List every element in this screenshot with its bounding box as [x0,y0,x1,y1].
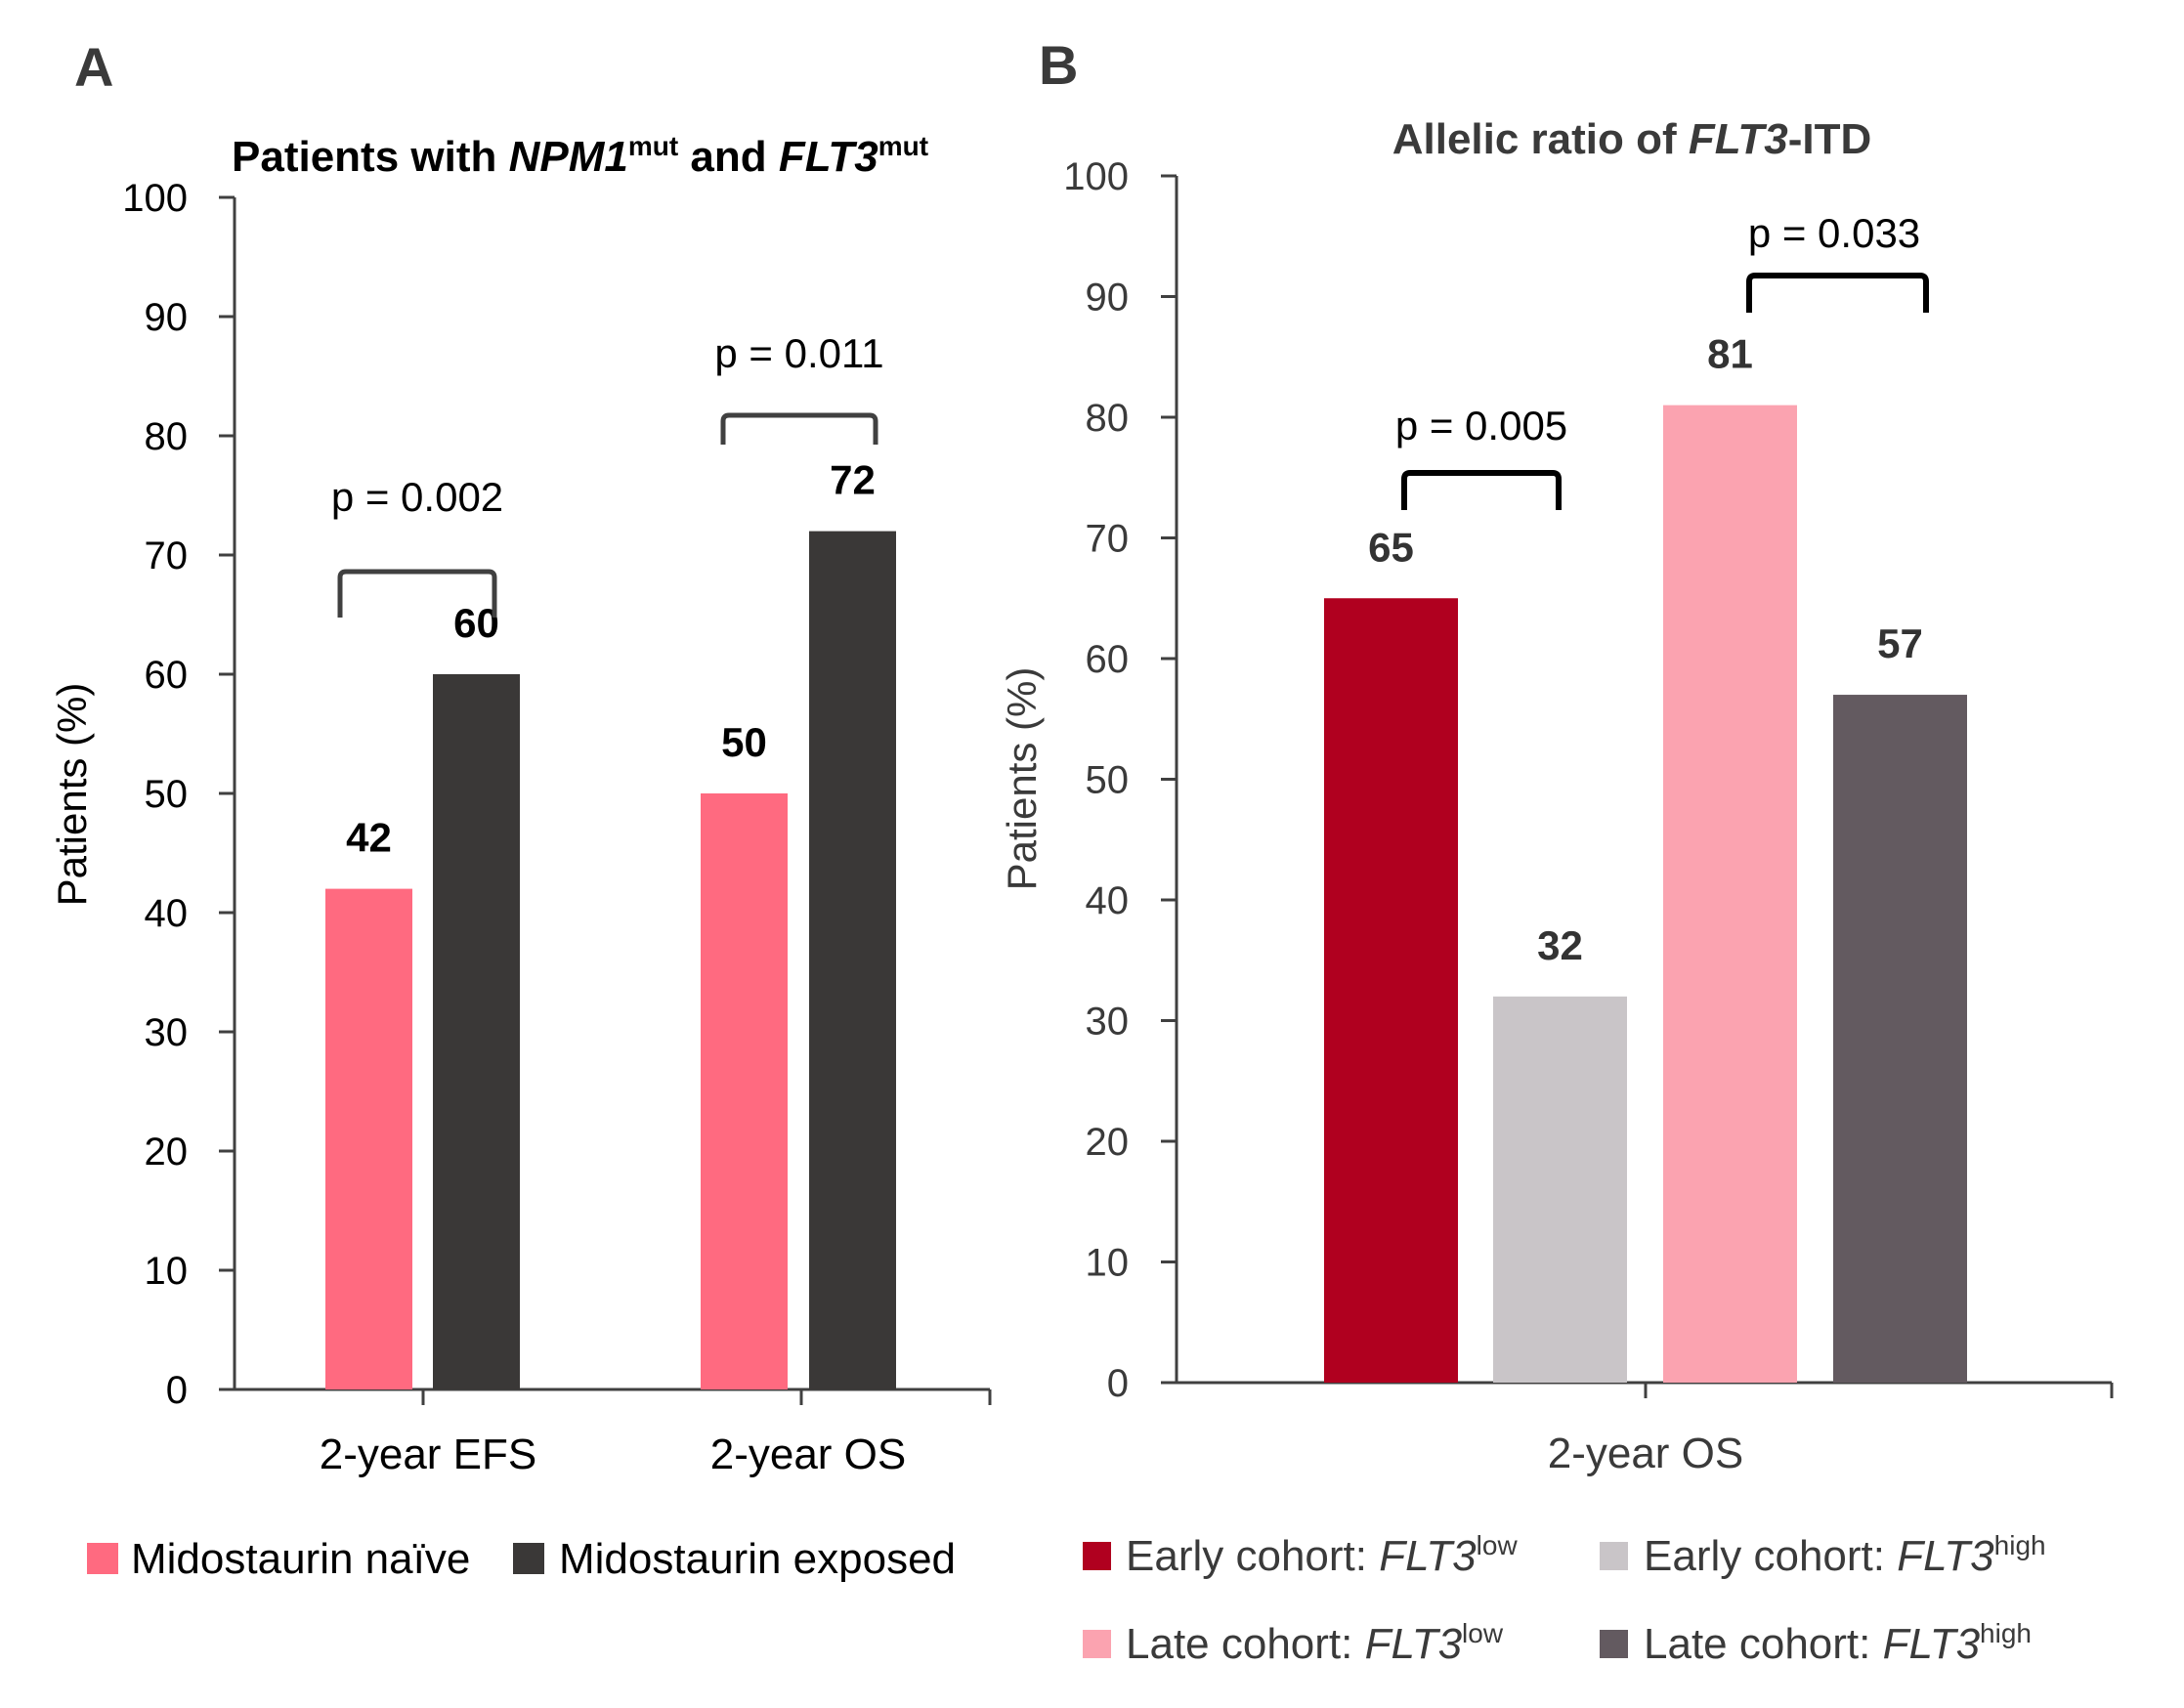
chart-title-part: and [678,133,779,181]
bar [325,888,412,1389]
chart-title-part: FLT3 [779,133,878,181]
y-tick-label: 90 [1086,277,1130,320]
y-tick-label: 30 [1086,1001,1130,1044]
legend-label-part: Late cohort: [1644,1620,1883,1668]
bar-value-label: 65 [1368,524,1414,570]
bar-value-label: 60 [453,600,499,646]
legend-label: Midostaurin naïve [131,1535,470,1583]
y-tick-label: 0 [166,1369,188,1412]
legend-label-part: Midostaurin naïve [131,1535,470,1583]
legend-label-part: FLT3 [1897,1532,1994,1580]
bar [809,531,896,1389]
bar-value-label: 57 [1877,620,1923,666]
chart-title: Patients with NPM1mut and FLT3mut [232,131,928,181]
y-tick-label: 30 [145,1011,189,1054]
legend-label-part: high [1994,1530,2046,1560]
bar-value-label: 42 [346,815,392,861]
significance-bracket [1746,273,1929,313]
bar [1663,405,1797,1383]
p-value-label: p = 0.011 [714,330,883,376]
legend-swatch [87,1543,118,1574]
x-category-label: 2-year OS [1548,1430,1744,1477]
legend-swatch [1083,1630,1111,1658]
chart-title-part: FLT3 [1689,115,1788,163]
significance-bracket [337,569,497,618]
chart-title-part: -ITD [1788,115,1872,163]
p-value-label: p = 0.002 [331,474,503,520]
legend-label: Midostaurin exposed [559,1535,956,1583]
y-tick-label: 90 [145,296,189,339]
y-tick-label: 100 [122,177,188,220]
y-tick-label: 50 [1086,759,1130,802]
legend-label: Early cohort: FLT3low [1126,1530,1518,1580]
y-tick-label: 40 [1086,879,1130,922]
legend-label: Late cohort: FLT3high [1644,1618,2032,1668]
panel-letter: B [1039,34,1078,96]
legend-label-part: FLT3 [1365,1620,1463,1668]
legend-label-part: high [1980,1618,2032,1648]
legend-label-part: Midostaurin exposed [559,1535,956,1583]
legend-swatch [513,1543,544,1574]
chart-title-part: Patients with [232,133,509,181]
legend-label-part: Late cohort: [1126,1620,1365,1668]
legend-swatch [1600,1630,1628,1658]
x-category-label: 2-year EFS [320,1430,537,1478]
legend-label-part: Early cohort: [1644,1532,1897,1580]
y-tick-label: 20 [1086,1121,1130,1164]
legend-label-part: low [1462,1618,1504,1648]
legend-label: Early cohort: FLT3high [1644,1530,2046,1580]
legend-swatch [1600,1542,1628,1570]
chart-title: Allelic ratio of FLT3-ITD [1392,115,1872,163]
bar [1833,695,1967,1383]
y-tick-label: 100 [1063,155,1129,198]
y-tick-label: 50 [145,773,189,816]
significance-bracket [1401,470,1562,510]
y-tick-label: 60 [1086,638,1130,681]
panel-letter: A [74,36,113,98]
y-tick-label: 40 [145,892,189,935]
y-tick-label: 80 [145,415,189,458]
bar [701,793,788,1389]
legend-label-part: FLT3 [1883,1620,1981,1668]
legend-label-part: Early cohort: [1126,1532,1379,1580]
bar [433,674,520,1389]
legend-swatch [1083,1542,1111,1570]
bar-value-label: 81 [1707,331,1753,377]
y-tick-label: 10 [145,1250,189,1293]
legend-label: Late cohort: FLT3low [1126,1618,1504,1668]
y-tick-label: 10 [1086,1242,1130,1285]
y-tick-label: 0 [1107,1362,1129,1405]
chart-title-part: mut [878,131,928,161]
legend-label-part: low [1477,1530,1519,1560]
bar-value-label: 32 [1537,922,1583,968]
chart-title-part: Allelic ratio of [1392,115,1689,163]
bar-value-label: 72 [830,457,876,503]
bar-value-label: 50 [721,719,767,765]
y-tick-label: 70 [1086,518,1130,561]
y-tick-label: 60 [145,654,189,697]
y-tick-label: 70 [145,534,189,577]
y-tick-label: 20 [145,1131,189,1174]
chart-title-part: mut [628,131,678,161]
y-tick-label: 80 [1086,397,1130,440]
p-value-label: p = 0.005 [1395,403,1567,448]
y-axis-title: Patients (%) [999,667,1045,891]
x-category-label: 2-year OS [710,1430,907,1478]
significance-bracket [720,412,878,445]
y-axis-title: Patients (%) [49,683,95,907]
p-value-label: p = 0.033 [1748,210,1920,256]
bar [1493,996,1627,1383]
bar [1324,598,1458,1383]
legend-label-part: FLT3 [1379,1532,1477,1580]
chart-title-part: NPM1 [509,133,628,181]
